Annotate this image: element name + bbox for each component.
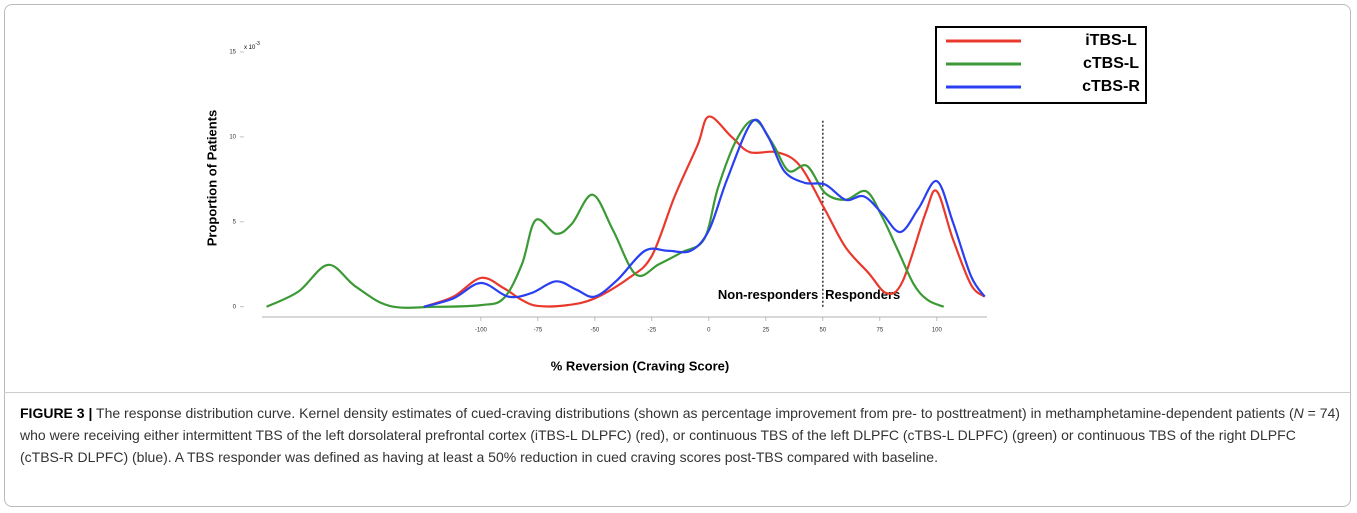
legend-label: iTBS-L	[1085, 32, 1137, 49]
caption: FIGURE 3 | The response distribution cur…	[20, 402, 1340, 468]
x-tick-label: -25	[648, 328, 657, 334]
x-tick-label: 25	[763, 328, 770, 334]
series-line	[423, 118, 986, 308]
x-tick-label: 0	[707, 328, 711, 334]
y-tick-label: 5	[233, 219, 237, 225]
y-multiplier: x 10-3	[244, 41, 260, 50]
x-tick-label: 100	[932, 328, 943, 334]
x-tick-label: -50	[591, 328, 600, 334]
x-axis-label: % Reversion (Craving Score)	[551, 358, 729, 373]
caption-label: FIGURE 3 |	[20, 405, 93, 421]
y-multiplier-exponent: -3	[255, 41, 260, 47]
y-tick-label: 10	[229, 135, 236, 141]
x-tick-label: -75	[534, 328, 543, 334]
legend-label: cTBS-L	[1083, 55, 1139, 72]
annotation: Non-responders	[718, 287, 818, 302]
series-line	[266, 118, 945, 309]
y-tick-label: 0	[233, 304, 237, 310]
x-tick-label: 75	[877, 328, 884, 334]
x-tick-label: -100	[475, 328, 488, 334]
figure-frame	[4, 4, 1351, 507]
series-line	[423, 115, 986, 308]
chart: Proportion of Patients % Reversion (Crav…	[204, 26, 1147, 373]
legend-label: cTBS-R	[1082, 78, 1140, 95]
caption-text: The response distribution curve. Kernel …	[96, 405, 1294, 421]
caption-italic: N	[1293, 405, 1304, 421]
y-multiplier-base: x 10	[244, 45, 256, 51]
separator	[4, 392, 1351, 393]
y-tick-label: 15	[229, 50, 236, 56]
caption-text: = 74) who were receiving either intermit…	[20, 405, 1340, 465]
x-tick-label: 50	[820, 328, 827, 334]
y-axis-label: Proportion of Patients	[204, 110, 219, 247]
